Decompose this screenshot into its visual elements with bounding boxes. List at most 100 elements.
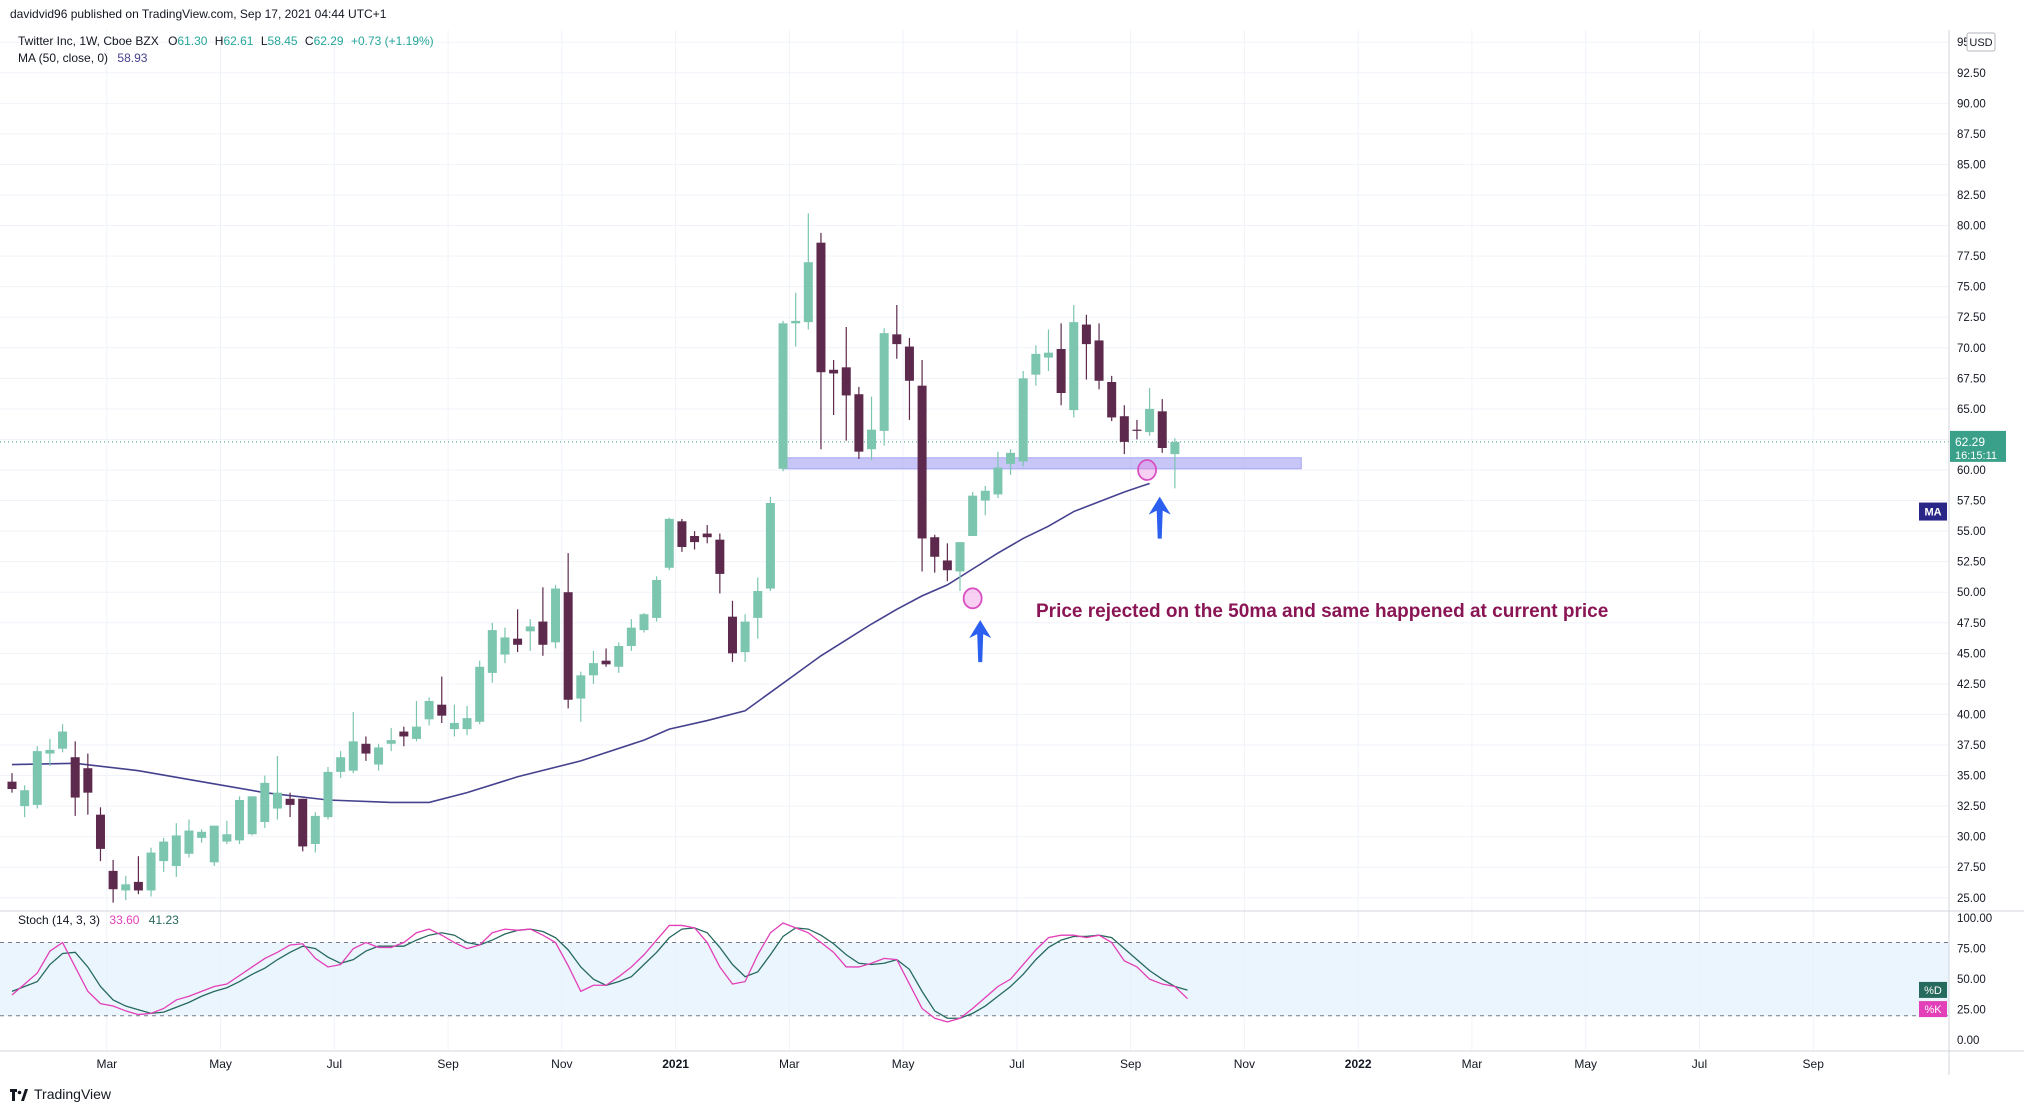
candle-down (70, 741, 80, 816)
candle-up (765, 496, 775, 591)
candle-body (1006, 452, 1016, 464)
price-tick-label: 47.50 (1957, 618, 1986, 630)
stoch-legend[interactable]: Stoch (14, 3, 3) 33.60 41.23 (18, 913, 179, 927)
ma-legend[interactable]: MA (50, close, 0) 58.93 (18, 51, 147, 65)
candle-body (551, 588, 561, 643)
candle-down (513, 609, 523, 653)
candle-body (1132, 429, 1142, 431)
candle-body (475, 666, 485, 722)
price-tick-label: 82.50 (1957, 190, 1986, 202)
time-axis[interactable]: Mar May Jul Sep Nov 2021 Mar May Jul Sep Nov 2022 Ma… (96, 1057, 1824, 1071)
candle-body (184, 830, 194, 854)
footer-brand[interactable]: TradingView (10, 1086, 111, 1102)
candle-up (1069, 305, 1079, 418)
price-tick-label: 40.00 (1957, 709, 1986, 721)
footer-brand-text: TradingView (34, 1086, 112, 1102)
candle-body (702, 533, 712, 538)
candle-up (20, 785, 30, 818)
stoch-k-line (11, 922, 1188, 1023)
symbol-legend[interactable]: Twitter Inc, 1W, Cboe BZX O61.30 H62.61 … (18, 34, 434, 48)
change-value: +0.73 (+1.19%) (350, 34, 434, 48)
price-tick-label: 92.50 (1957, 68, 1986, 80)
candle-body (424, 701, 434, 720)
candle-body (917, 385, 927, 539)
candle-body (374, 747, 384, 765)
candle-body (968, 495, 978, 536)
candle-body (197, 831, 207, 838)
price-tick-label: 67.50 (1957, 373, 1986, 385)
candle-down (1119, 405, 1129, 455)
price-tick-label: 57.50 (1957, 496, 1986, 508)
candle-body (171, 835, 181, 866)
annotations (962, 459, 1171, 663)
candle-body (664, 518, 674, 568)
candle-body (500, 637, 510, 655)
rejection-circle (1137, 459, 1157, 481)
candle-body (588, 663, 598, 676)
ma-value: 58.93 (117, 51, 148, 65)
low-label: L (260, 34, 268, 48)
support-band-rect (782, 457, 1302, 470)
candle-body (70, 757, 80, 798)
price-tick-label: 50.00 (1957, 587, 1986, 599)
candle-up (121, 875, 131, 901)
stoch-axis[interactable]: 0.00 25.00 50.00 75.00 100.00 (1957, 913, 1992, 1047)
time-tick-label: Mar (96, 1057, 117, 1071)
grid-lines (0, 30, 1949, 1050)
stoch-tick-label: 50.00 (1957, 974, 1986, 986)
high-label: H (214, 34, 224, 48)
time-tick-label: Nov (551, 1057, 572, 1071)
candle-body (829, 369, 839, 374)
candle-body (1069, 322, 1079, 411)
candle-body (892, 334, 902, 345)
candle-body (462, 718, 472, 730)
candle-up (1031, 345, 1041, 386)
candle-up (980, 485, 990, 516)
candle-body (879, 333, 889, 431)
open-label: O (168, 34, 178, 48)
stoch-d-tag-label: %D (1924, 985, 1942, 997)
time-tick-label: Mar (779, 1057, 800, 1071)
candle-up (1043, 329, 1053, 371)
candles[interactable] (7, 213, 1180, 903)
candle-body (386, 740, 396, 744)
candle-body (411, 726, 421, 739)
symbol-name: Twitter Inc, 1W, Cboe BZX (18, 34, 159, 48)
time-tick-label: 2021 (662, 1057, 689, 1071)
candle-up (386, 727, 396, 752)
candle-down (1094, 323, 1104, 390)
candle-up (45, 738, 55, 766)
time-tick-label: Sep (1120, 1057, 1142, 1071)
candle-up (867, 396, 877, 461)
candle-up (449, 704, 459, 737)
ma-tag-label: MA (1924, 507, 1941, 519)
candle-body (614, 646, 624, 667)
candle-body (765, 503, 775, 589)
candle-body (816, 242, 826, 373)
candle-down (854, 386, 864, 459)
candle-body (1145, 408, 1155, 433)
candle-up (968, 492, 978, 536)
candle-body (1018, 378, 1028, 462)
price-tick-label: 65.00 (1957, 404, 1986, 416)
time-tick-label: Sep (1803, 1057, 1825, 1071)
candle-body (652, 580, 662, 618)
candle-down (437, 676, 447, 723)
price-tick-label: 32.50 (1957, 801, 1986, 813)
price-axis[interactable]: 25.00 27.50 30.00 32.50 35.00 37.50 40.00 42.50… (1957, 37, 1986, 905)
candle-up (323, 767, 333, 820)
tradingview-logo-icon (10, 1088, 28, 1101)
candle-down (942, 543, 952, 582)
candle-down (7, 773, 17, 793)
candle-up (222, 820, 232, 844)
candle-up (614, 642, 624, 673)
publisher-text: davidvid96 published on TradingView.com,… (10, 7, 387, 21)
price-tick-label: 25.00 (1957, 893, 1986, 905)
price-tick-label: 75.00 (1957, 282, 1986, 294)
candle-up (500, 627, 510, 664)
stoch-k-value: 33.60 (109, 913, 140, 927)
candle-up (487, 622, 497, 683)
candle-down (601, 648, 611, 667)
